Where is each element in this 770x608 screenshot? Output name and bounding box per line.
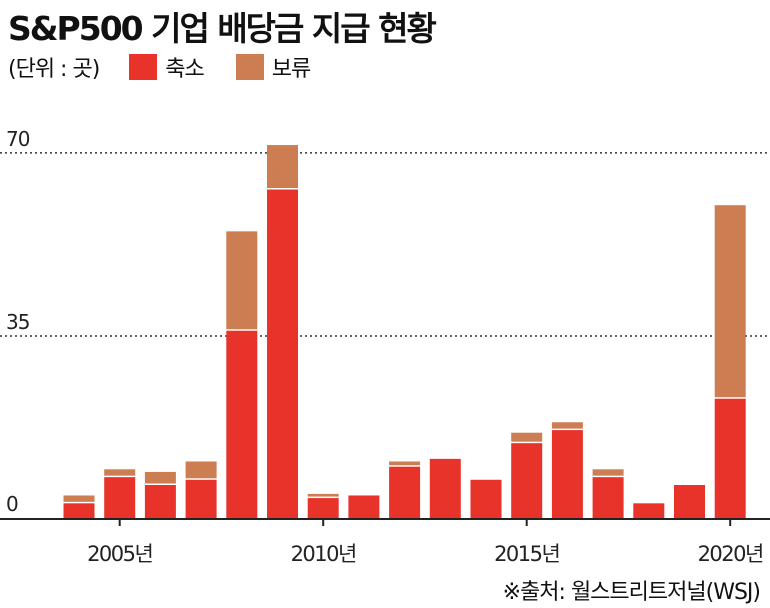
bar-suspension-2004 — [63, 495, 95, 502]
y-tick-label: 35 — [6, 310, 29, 334]
chart-title: S&P500 기업 배당금 지급 현황 — [8, 9, 437, 48]
bar-suspension-2010 — [307, 493, 339, 497]
bar-reduction-2019 — [674, 485, 705, 519]
bar-suspension-2016 — [551, 422, 583, 429]
bar-reduction-2018 — [633, 503, 665, 519]
bar-suspension-2006 — [144, 471, 176, 484]
x-tick-label: 2010년 — [291, 542, 356, 566]
bar-reduction-2012 — [389, 466, 421, 519]
bar-suspension-2009 — [267, 145, 298, 189]
x-axis: 2005년 2010년 2015년 2020년 — [0, 518, 770, 566]
bar-reduction-2020 — [714, 398, 746, 519]
bar-reduction-2008 — [226, 330, 258, 519]
bar-reduction-2011 — [348, 495, 380, 519]
source-note: ※출처: 월스트리트저널(WSJ) — [502, 580, 761, 605]
bar-reduction-2004 — [63, 503, 95, 519]
bar-reduction-2016 — [551, 430, 583, 519]
unit-label: (단위 : 곳) — [8, 57, 100, 82]
bar-suspension-2012 — [389, 461, 421, 466]
bar-reduction-2009 — [267, 189, 298, 519]
bar-reduction-2010 — [307, 498, 339, 519]
y-tick-label: 0 — [6, 492, 18, 516]
gridlines: 0 35 70 — [0, 127, 770, 516]
y-tick-label: 70 — [6, 127, 30, 151]
bar-reduction-2017 — [592, 477, 624, 519]
legend-label-reduction: 축소 — [165, 57, 204, 82]
bar-reduction-2005 — [104, 477, 136, 519]
bar-reduction-2013 — [429, 458, 461, 519]
bars — [63, 145, 746, 519]
bar-reduction-2007 — [185, 479, 217, 519]
bar-suspension-2007 — [185, 461, 217, 479]
legend-item-suspension: 보류 — [235, 51, 311, 83]
bar-suspension-2005 — [104, 469, 136, 476]
legend: (단위 : 곳) 축소 보류 — [8, 50, 342, 84]
bar-suspension-2008 — [226, 231, 258, 330]
legend-item-reduction: 축소 — [129, 51, 205, 83]
legend-swatch-reduction — [129, 54, 158, 80]
bar-reduction-2006 — [144, 485, 176, 519]
bar-suspension-2015 — [511, 432, 543, 442]
bar-suspension-2017 — [592, 469, 624, 476]
bar-suspension-2020 — [714, 205, 746, 398]
bar-reduction-2015 — [511, 443, 543, 519]
x-tick-label: 2020년 — [698, 542, 763, 566]
bar-reduction-2014 — [470, 479, 502, 519]
legend-swatch-suspension — [235, 54, 264, 80]
x-tick-label: 2015년 — [494, 542, 559, 566]
legend-label-suspension: 보류 — [271, 57, 311, 82]
x-tick-label: 2005년 — [87, 542, 152, 566]
